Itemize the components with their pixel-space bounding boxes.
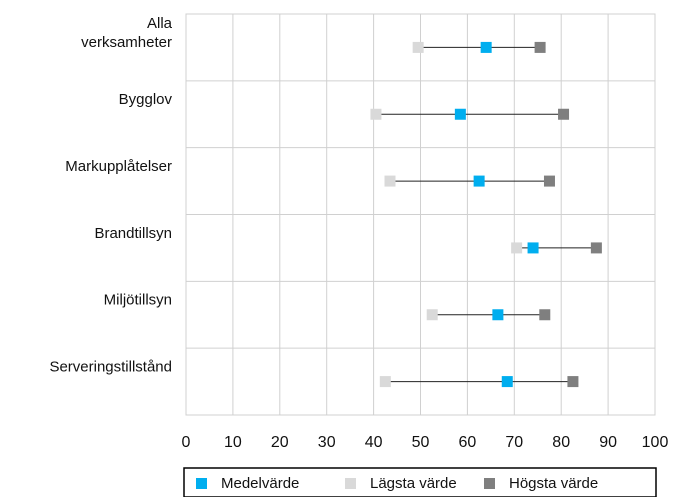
marker-h-gsta-v-rde <box>534 41 546 53</box>
category-label: Alla <box>147 15 173 32</box>
category-label: Bygglov <box>119 91 173 108</box>
marker-h-gsta-v-rde <box>567 376 579 388</box>
marker-medelv-rde <box>501 376 513 388</box>
marker-medelv-rde <box>527 242 539 254</box>
x-tick-label: 30 <box>318 434 336 451</box>
category-labels: Alla verksamheter Bygglov Markupplåtelser Br… <box>49 15 172 376</box>
marker-l-gsta-v-rde <box>412 41 424 53</box>
category-label: Brandtillsyn <box>94 225 172 242</box>
legend-label: Medelvärde <box>221 475 299 492</box>
x-tick-label: 40 <box>365 434 383 451</box>
category-label: Serveringstillstånd <box>49 359 172 376</box>
marker-h-gsta-v-rde <box>539 309 551 321</box>
marker-medelv-rde <box>454 108 466 120</box>
legend-label: Högsta värde <box>509 475 598 492</box>
marker-medelv-rde <box>480 41 492 53</box>
marker-l-gsta-v-rde <box>426 309 438 321</box>
x-axis-tick-labels: 0 10 20 30 40 50 60 70 80 90 100 <box>182 434 669 451</box>
marker-l-gsta-v-rde <box>384 175 396 187</box>
x-tick-label: 90 <box>599 434 617 451</box>
x-tick-label: 20 <box>271 434 289 451</box>
legend-label: Lägsta värde <box>370 475 457 492</box>
marker-l-gsta-v-rde <box>370 108 382 120</box>
x-tick-label: 100 <box>642 434 669 451</box>
x-tick-label: 70 <box>505 434 523 451</box>
legend-swatch <box>345 478 356 489</box>
x-tick-label: 60 <box>459 434 477 451</box>
marker-medelv-rde <box>473 175 485 187</box>
legend-swatch <box>196 478 207 489</box>
legend: Medelvärde Lägsta värde Högsta värde <box>183 467 657 497</box>
x-tick-label: 0 <box>182 434 191 451</box>
data-markers <box>370 41 602 388</box>
marker-l-gsta-v-rde <box>379 376 391 388</box>
marker-h-gsta-v-rde <box>543 175 555 187</box>
category-label: verksamheter <box>81 34 172 51</box>
x-tick-label: 80 <box>552 434 570 451</box>
x-tick-label: 50 <box>412 434 430 451</box>
legend-box <box>183 467 657 497</box>
category-label: Markupplåtelser <box>65 158 172 175</box>
x-tick-label: 10 <box>224 434 242 451</box>
gridlines <box>186 14 655 415</box>
marker-l-gsta-v-rde <box>511 242 523 254</box>
marker-h-gsta-v-rde <box>558 108 570 120</box>
marker-medelv-rde <box>492 309 504 321</box>
category-label: Miljötillsyn <box>104 292 172 309</box>
legend-swatch <box>484 478 495 489</box>
marker-h-gsta-v-rde <box>590 242 602 254</box>
